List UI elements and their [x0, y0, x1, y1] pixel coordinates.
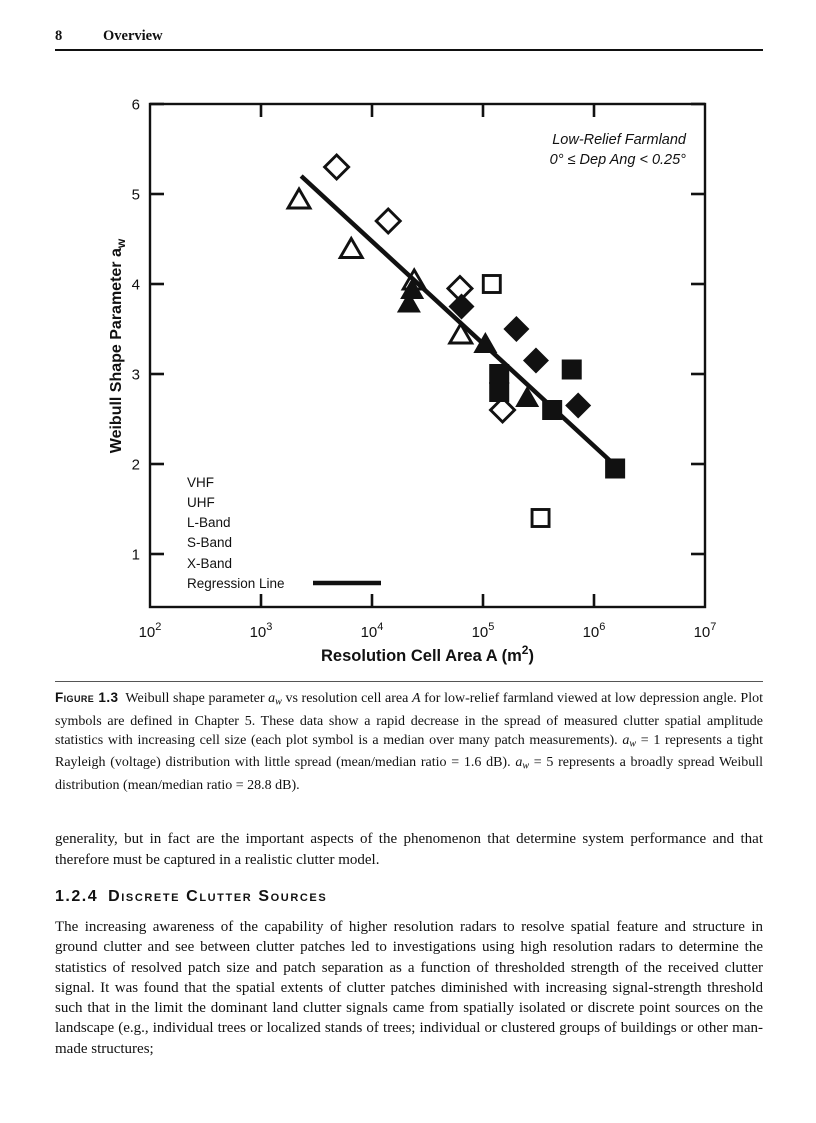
plot-frame: [148, 102, 707, 609]
annotation-line-1: Low-Relief Farmland: [552, 132, 687, 148]
x-axis-title: Resolution Cell Area A (m2): [321, 643, 534, 665]
running-title: Overview: [103, 28, 163, 44]
legend-label: L-Band: [187, 515, 231, 530]
caption-segment: A: [411, 691, 421, 706]
marker-filled-square: [561, 359, 582, 380]
y-tick-label: 5: [132, 187, 140, 204]
y-tick-label: 1: [132, 547, 140, 564]
x-tick-label: 105: [472, 621, 495, 641]
caption-segment: w: [275, 696, 282, 708]
y-tick-label: 2: [132, 457, 140, 474]
y-axis-title: Weibull Shape Parameter aw: [108, 238, 128, 453]
series-open-diamond: [322, 152, 517, 425]
marker-filled-triangle: [473, 332, 498, 353]
series-filled-diamond: [448, 293, 592, 419]
x-tick-label: 104: [361, 621, 384, 641]
body-paragraph-1: generality, but in fact are the importan…: [55, 831, 763, 868]
header-rule: [55, 49, 763, 51]
y-tick-label: 6: [132, 97, 140, 114]
y-tick-label: 3: [132, 367, 140, 384]
caption-segment: Figure 1.3: [55, 690, 119, 705]
marker-filled-diamond: [522, 347, 549, 374]
caption-rule: [55, 681, 763, 682]
caption-segment: Weibull shape parameter: [118, 691, 269, 706]
figure-1-3-chart: 102 103 104 105 106 107 1 2 3 4 5 6 Resolution Cell …: [108, 97, 717, 666]
x-tick-label: 103: [250, 621, 273, 641]
legend-label: UHF: [187, 495, 215, 510]
series-filled-square: [489, 359, 626, 479]
caption-segment: a: [515, 755, 523, 771]
marker-open-diamond: [322, 152, 351, 182]
section-heading: 1.2.4 Discrete Clutter Sources: [55, 888, 763, 906]
y-tick-label: 4: [132, 277, 140, 294]
caption-segment: vs resolution cell area: [281, 691, 412, 706]
marker-open-triangle: [285, 186, 313, 210]
series-open-square: [481, 274, 551, 528]
series-open-triangle: [285, 186, 475, 345]
marker-filled-diamond: [503, 316, 530, 342]
body-paragraph-2: The increasing awareness of the capabili…: [55, 919, 763, 1057]
x-tick-label: 102: [139, 621, 162, 641]
marker-open-triangle: [447, 321, 475, 345]
marker-filled-square: [542, 400, 563, 420]
marker-filled-triangle: [396, 291, 421, 313]
marker-open-diamond: [488, 395, 517, 425]
legend-label: X-Band: [187, 556, 232, 571]
marker-open-square: [530, 508, 551, 528]
marker-filled-triangle: [515, 386, 540, 407]
marker-filled-diamond: [565, 392, 592, 419]
caption-segment: for low-relief farmland viewed at low de…: [55, 691, 763, 748]
marker-open-diamond: [374, 206, 403, 236]
marker-open-square: [481, 274, 502, 294]
marker-filled-diamond: [448, 293, 475, 320]
figure-caption: Figure 1.3 Weibull shape parameter aw vs…: [55, 688, 763, 795]
legend-label: S-Band: [187, 535, 232, 550]
caption-segment: w: [522, 760, 530, 772]
marker-filled-triangle: [400, 278, 425, 299]
caption-segment: w: [629, 738, 637, 750]
section-title: Discrete Clutter Sources: [108, 888, 328, 905]
regression-line: [299, 174, 616, 466]
axis-ticks: [150, 102, 705, 607]
page-number: 8: [55, 28, 63, 44]
series-filled-triangle: [396, 278, 540, 407]
x-tick-label: 107: [694, 621, 717, 641]
legend-label: VHF: [187, 475, 214, 490]
caption-segment: = 1 represents a tight Rayleigh (voltage…: [55, 732, 763, 771]
caption-segment: = 5 represents a broadly spread Weibull …: [55, 755, 763, 793]
annotation-line-2: 0° ≤ Dep Ang < 0.25°: [550, 152, 687, 168]
legend-label: Regression Line: [187, 576, 285, 591]
caption-segment: a: [622, 732, 630, 748]
marker-filled-square: [489, 382, 510, 402]
marker-filled-square: [489, 364, 510, 384]
section-number: 1.2.4: [55, 888, 99, 905]
running-header: 8 Overview: [55, 28, 763, 45]
marker-open-triangle: [337, 235, 365, 259]
x-tick-label: 106: [583, 621, 606, 641]
caption-segment: a: [268, 691, 276, 706]
marker-filled-square: [605, 458, 626, 479]
